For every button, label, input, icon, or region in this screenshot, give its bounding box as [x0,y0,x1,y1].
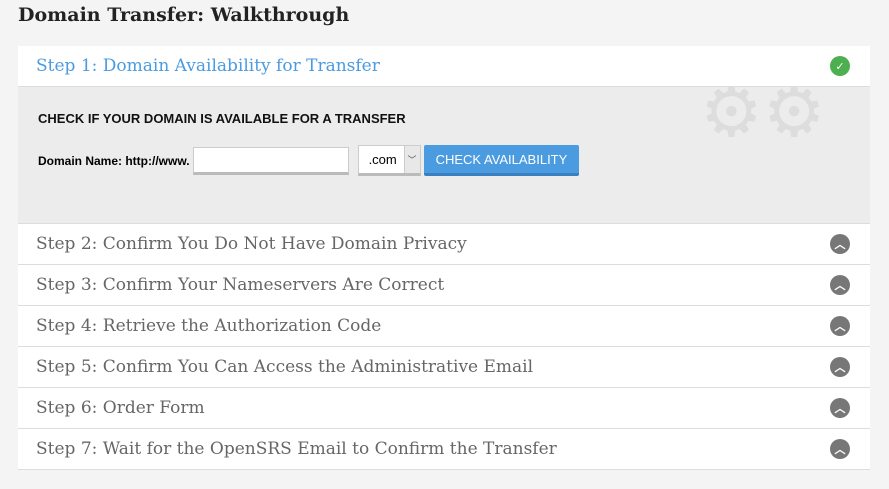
chevron-up-icon: ︿ [830,398,850,418]
check-icon: ✓ [830,56,850,76]
chevron-up-icon: ︿ [830,316,850,336]
chevron-down-icon: ﹀ [403,146,420,173]
step-7-header[interactable]: Step 7: Wait for the OpenSRS Email to Co… [18,429,870,470]
step-label: Step 1: Domain Availability for Transfer [36,56,380,76]
step-2-header[interactable]: Step 2: Confirm You Do Not Have Domain P… [18,224,870,265]
step-3-header[interactable]: Step 3: Confirm Your Nameservers Are Cor… [18,265,870,306]
step-1-header[interactable]: Step 1: Domain Availability for Transfer… [18,46,870,87]
chevron-up-icon: ︿ [830,275,850,295]
chevron-up-icon: ︿ [830,439,850,459]
page-title: Domain Transfer: Walkthrough [18,4,350,26]
step-label: Step 4: Retrieve the Authorization Code [36,316,382,336]
step-4-header[interactable]: Step 4: Retrieve the Authorization Code ︿ [18,306,870,347]
domain-name-input[interactable] [192,146,349,175]
chevron-up-icon: ︿ [830,357,850,377]
step-label: Step 7: Wait for the OpenSRS Email to Co… [36,439,557,459]
walkthrough-accordion: Step 1: Domain Availability for Transfer… [18,46,870,470]
step-1-content: ⚙⚙ CHECK IF YOUR DOMAIN IS AVAILABLE FOR… [18,87,870,224]
form-heading: CHECK IF YOUR DOMAIN IS AVAILABLE FOR A … [38,111,406,126]
step-5-header[interactable]: Step 5: Confirm You Can Access the Admin… [18,347,870,388]
check-availability-button[interactable]: CHECK AVAILABILITY [423,145,580,176]
tld-select[interactable]: .com ﹀ [357,145,421,176]
domain-name-label: Domain Name: http://www. [38,153,190,168]
step-label: Step 2: Confirm You Do Not Have Domain P… [36,234,467,254]
chevron-up-icon: ︿ [830,234,850,254]
step-label: Step 6: Order Form [36,398,205,418]
step-label: Step 3: Confirm Your Nameservers Are Cor… [36,275,445,295]
step-label: Step 5: Confirm You Can Access the Admin… [36,357,534,377]
tld-value: .com [368,152,397,167]
step-6-header[interactable]: Step 6: Order Form ︿ [18,388,870,429]
gears-icon: ⚙⚙ [700,87,826,147]
